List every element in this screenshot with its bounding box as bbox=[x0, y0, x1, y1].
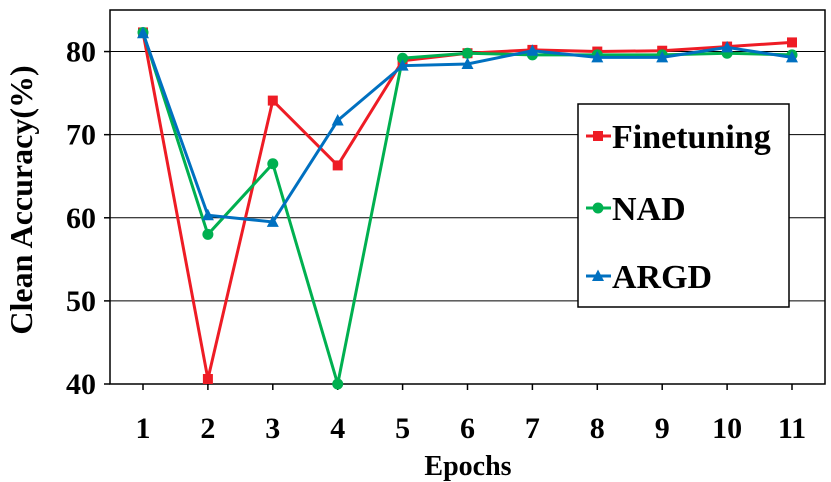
data-point-argd bbox=[201, 208, 214, 221]
legend-item-finetuning: Finetuning bbox=[586, 119, 771, 156]
series-argd bbox=[137, 26, 798, 227]
x-tick-label: 9 bbox=[655, 412, 670, 445]
y-tick-label: 70 bbox=[66, 119, 96, 152]
legend-label-finetuning: Finetuning bbox=[612, 119, 771, 156]
y-tick-label: 80 bbox=[66, 36, 96, 69]
data-point-argd bbox=[266, 215, 279, 227]
y-tick-label: 50 bbox=[66, 285, 96, 318]
x-tick-label: 3 bbox=[265, 412, 280, 445]
data-point-nad bbox=[332, 378, 344, 390]
x-axis-ticks: 1 2 3 4 5 6 7 8 9 10 11 bbox=[136, 384, 806, 445]
legend-label-nad: NAD bbox=[612, 191, 686, 228]
data-point-argd bbox=[137, 26, 149, 39]
x-tick-label: 2 bbox=[200, 412, 215, 445]
data-point-argd bbox=[396, 59, 409, 71]
legend: Finetuning NAD ARGD bbox=[577, 103, 790, 308]
data-point-finetuning bbox=[267, 95, 278, 106]
x-tick-label: 11 bbox=[778, 412, 806, 445]
data-point-argd bbox=[786, 50, 798, 63]
legend-label-argd: ARGD bbox=[612, 259, 712, 296]
data-point-argd bbox=[721, 40, 734, 53]
legend-box bbox=[577, 103, 790, 308]
y-tick-label: 60 bbox=[66, 202, 96, 235]
x-tick-label: 10 bbox=[712, 412, 742, 445]
x-tick-label: 4 bbox=[330, 412, 345, 445]
legend-item-nad: NAD bbox=[586, 191, 686, 228]
data-point-argd bbox=[591, 50, 604, 63]
legend-item-argd: ARGD bbox=[586, 259, 712, 296]
data-point-finetuning bbox=[787, 37, 797, 48]
data-point-finetuning bbox=[202, 374, 213, 385]
data-point-finetuning bbox=[332, 160, 343, 171]
legend-marker-nad bbox=[592, 202, 604, 214]
legend-marker-finetuning bbox=[593, 131, 603, 141]
data-point-argd bbox=[331, 114, 344, 126]
data-point-argd bbox=[461, 57, 474, 70]
x-tick-label: 6 bbox=[460, 412, 475, 445]
x-tick-label: 7 bbox=[525, 412, 540, 445]
data-point-nad bbox=[202, 228, 214, 240]
data-point-nad bbox=[462, 47, 473, 59]
data-point-nad bbox=[267, 158, 279, 170]
data-point-argd bbox=[656, 50, 669, 63]
x-tick-label: 1 bbox=[136, 412, 151, 445]
y-axis-title: Clean Accuracy(%) bbox=[3, 65, 39, 334]
x-axis-title: Epochs bbox=[424, 451, 511, 482]
y-tick-label: 40 bbox=[66, 368, 96, 401]
data-point-nad bbox=[397, 52, 409, 64]
x-tick-label: 5 bbox=[395, 412, 410, 445]
data-point-argd bbox=[526, 44, 539, 56]
y-axis-ticks: 40 50 60 70 80 bbox=[66, 36, 110, 401]
legend-marker-argd bbox=[592, 269, 604, 281]
x-tick-label: 8 bbox=[590, 412, 605, 445]
series-layer bbox=[137, 26, 798, 390]
